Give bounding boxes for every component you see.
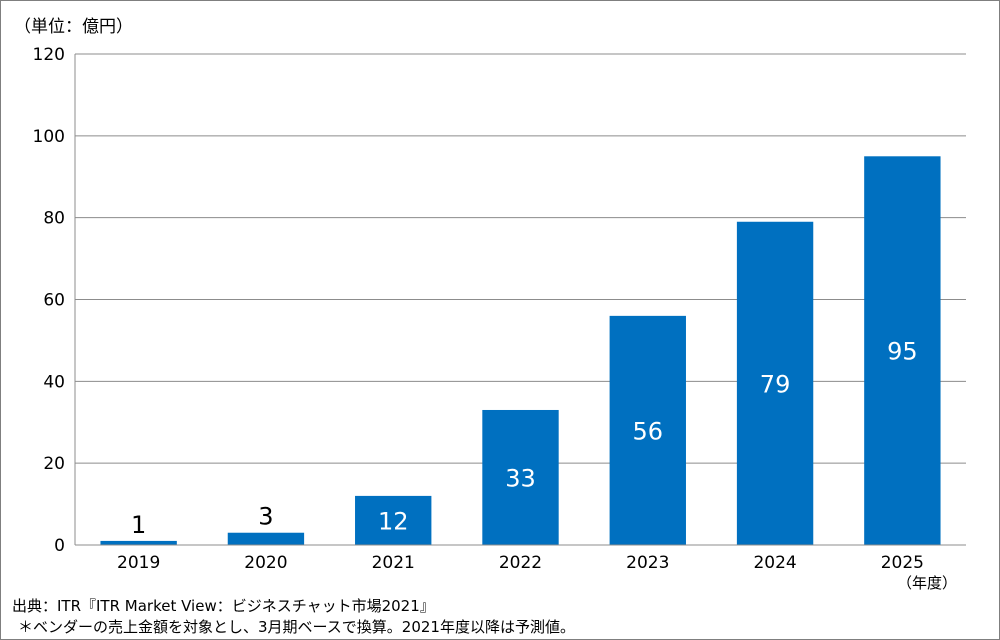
bar-2022 bbox=[482, 409, 559, 545]
bar-2020 bbox=[227, 532, 305, 545]
y-axis-ticks: 0 20 40 60 80 100 120 bbox=[33, 45, 65, 556]
data-labels: 1 3 12 33 56 79 95 bbox=[131, 338, 918, 539]
bars bbox=[100, 156, 941, 545]
y-tick-label: 20 bbox=[43, 454, 65, 474]
data-label: 95 bbox=[887, 338, 918, 366]
y-tick-label: 120 bbox=[33, 45, 65, 65]
unit-label: （単位：億円） bbox=[14, 17, 133, 37]
x-tick-label: 2023 bbox=[626, 553, 669, 573]
x-tick-label: 2020 bbox=[244, 553, 287, 573]
data-label: 79 bbox=[760, 370, 791, 398]
x-axis-unit-label: （年度） bbox=[897, 574, 958, 592]
y-tick-label: 80 bbox=[43, 209, 65, 229]
y-tick-label: 100 bbox=[33, 127, 65, 147]
bar-2024 bbox=[736, 221, 814, 545]
bar-2023 bbox=[609, 315, 686, 545]
x-axis-ticks: 2019 2020 2021 2022 2023 2024 2025 bbox=[117, 553, 924, 573]
data-label: 56 bbox=[633, 417, 664, 445]
data-label: 1 bbox=[131, 511, 146, 539]
y-tick-label: 40 bbox=[43, 372, 65, 392]
data-label: 3 bbox=[258, 503, 273, 531]
data-label: 12 bbox=[378, 507, 409, 535]
data-label: 33 bbox=[505, 464, 536, 492]
bar-2025 bbox=[864, 156, 941, 545]
x-tick-label: 2021 bbox=[372, 553, 415, 573]
x-tick-label: 2022 bbox=[499, 553, 542, 573]
bar-2021 bbox=[355, 495, 432, 545]
x-tick-label: 2025 bbox=[881, 553, 924, 573]
x-tick-label: 2019 bbox=[117, 553, 160, 573]
y-tick-label: 0 bbox=[54, 536, 65, 556]
x-tick-label: 2024 bbox=[753, 553, 796, 573]
y-tick-label: 60 bbox=[43, 291, 65, 311]
source-note: 出典：ITR『ITR Market View：ビジネスチャット市場2021』 bbox=[12, 597, 435, 615]
bar-2019 bbox=[100, 540, 177, 545]
footnote: ＊ベンダーの売上金額を対象とし、3月期ベースで換算。2021年度以降は予測値。 bbox=[18, 618, 575, 636]
